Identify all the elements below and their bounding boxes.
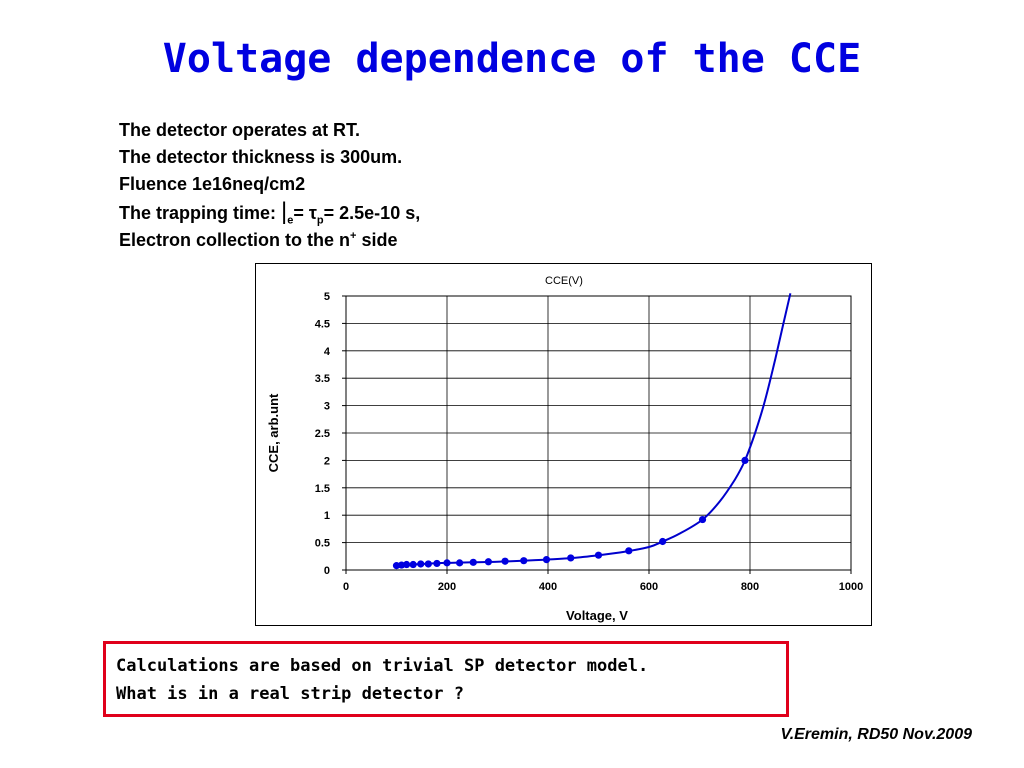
data-point-16 <box>625 547 633 555</box>
x-tick-label-2: 400 <box>539 581 557 593</box>
note-box: Calculations are based on trivial SP det… <box>103 641 789 717</box>
data-point-7 <box>443 559 451 567</box>
y-tick-label-7: 3.5 <box>315 373 330 385</box>
data-point-11 <box>501 557 509 565</box>
trapping-sub-e: e <box>287 214 294 227</box>
note-line-model: Calculations are based on trivial SP det… <box>116 656 649 676</box>
y-tick-label-5: 2.5 <box>315 428 330 440</box>
y-tick-label-6: 3 <box>324 401 330 413</box>
y-tick-label-1: 0.5 <box>315 538 330 550</box>
data-point-8 <box>456 559 464 567</box>
y-tick-label-9: 4.5 <box>315 318 330 330</box>
data-point-14 <box>567 554 575 562</box>
x-tick-label-1: 200 <box>438 581 456 593</box>
info-line-fluence: Fluence 1e16neq/cm2 <box>119 174 306 194</box>
data-point-17 <box>659 537 667 546</box>
info-line-thickness: The detector thickness is 300um. <box>119 147 403 167</box>
trapping-suffix: = 2.5e-10 s, <box>323 203 421 223</box>
y-tick-label-4: 2 <box>324 455 330 467</box>
x-tick-label-0: 0 <box>343 581 349 593</box>
chart-title: CCE(V) <box>545 275 583 287</box>
x-tick-label-3: 600 <box>640 581 658 593</box>
trapping-sub-p: p <box>316 214 324 227</box>
data-point-6 <box>433 559 441 568</box>
cce-chart: CCE(V) CCE, arb.unt Voltage, V 0 0.5 1 1.5 2… <box>255 263 872 626</box>
trapping-prefix: The trapping time: <box>119 203 281 223</box>
y-tick-label-3: 1.5 <box>315 483 330 495</box>
y-tick-label-0: 0 <box>324 565 330 577</box>
cce-chart-svg: CCE(V) CCE, arb.unt Voltage, V 0 0.5 1 1.5 2… <box>266 275 863 623</box>
trapping-symbol: | <box>281 198 288 225</box>
data-point-13 <box>542 555 551 564</box>
collection-suffix: side <box>356 230 398 250</box>
collection-prefix: Electron collection to the n <box>119 230 351 250</box>
data-point-3 <box>409 560 417 569</box>
trapping-mid: = τ <box>293 203 317 223</box>
data-point-4 <box>417 560 425 568</box>
author-credit: V.Eremin, RD50 Nov.2009 <box>780 726 972 743</box>
data-point-18 <box>698 515 707 524</box>
data-point-2 <box>403 560 411 569</box>
data-point-19 <box>741 456 749 464</box>
info-line-trapping: The trapping time: |e= τp= 2.5e-10 s, <box>119 198 420 227</box>
x-tick-label-4: 800 <box>741 581 759 593</box>
info-line-collection: Electron collection to the n+ side <box>119 227 420 254</box>
x-tick-label-5: 1000 <box>839 581 863 593</box>
data-point-15 <box>594 551 603 559</box>
y-tick-label-2: 1 <box>324 510 330 522</box>
data-point-12 <box>520 557 528 565</box>
x-axis-label: Voltage, V <box>566 608 628 623</box>
y-tick-label-8: 4 <box>324 346 331 358</box>
collection-sup: + <box>350 230 357 242</box>
note-line-question: What is in a real strip detector ? <box>116 684 464 704</box>
data-point-10 <box>484 558 493 566</box>
data-point-5 <box>424 560 432 568</box>
cce-curve <box>396 293 792 567</box>
detector-info: The detector operates at RT. The detecto… <box>119 117 420 254</box>
y-axis-label: CCE, arb.unt <box>266 393 281 472</box>
info-line-temperature: The detector operates at RT. <box>119 120 361 140</box>
data-point-9 <box>469 558 477 566</box>
slide-title: Voltage dependence of the CCE <box>162 36 862 82</box>
y-tick-label-10: 5 <box>324 291 330 303</box>
